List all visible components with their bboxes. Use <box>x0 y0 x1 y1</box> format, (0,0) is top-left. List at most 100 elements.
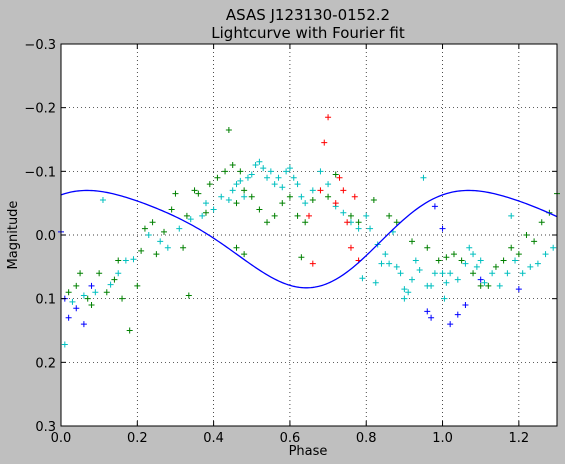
data-point <box>458 257 465 264</box>
x-tick-labels: 0.0 0.2 0.4 0.6 0.8 1.0 1.2 <box>51 431 530 446</box>
data-point <box>424 308 431 315</box>
data-point <box>420 174 427 181</box>
data-point <box>65 289 72 296</box>
data-point <box>73 305 80 312</box>
data-point <box>161 228 168 235</box>
data-point <box>294 212 301 219</box>
data-point <box>256 206 263 213</box>
data-point <box>267 168 274 175</box>
data-point <box>409 238 416 245</box>
data-point <box>210 206 217 213</box>
data-point <box>172 190 179 197</box>
y-axis-label: Magnitude <box>6 201 21 270</box>
data-point <box>206 181 213 188</box>
data-point <box>126 327 133 334</box>
data-point <box>424 244 431 251</box>
data-point <box>69 298 76 305</box>
data-point <box>439 225 446 232</box>
data-point <box>286 165 293 172</box>
data-point <box>401 286 408 293</box>
y-tick-label: −0.2 <box>24 102 56 117</box>
data-point <box>450 251 457 258</box>
data-point <box>149 219 156 226</box>
data-point <box>96 270 103 277</box>
data-point <box>233 244 240 251</box>
data-point <box>302 219 309 226</box>
data-point <box>508 244 515 251</box>
data-point <box>443 254 450 261</box>
y-tick-label: −0.1 <box>24 165 56 180</box>
data-point <box>462 260 469 267</box>
data-point <box>370 196 377 203</box>
y-tick-labels: −0.3 −0.2 −0.1 0.0 0.1 0.2 0.3 <box>24 38 56 435</box>
data-point <box>191 187 198 194</box>
data-point <box>515 286 522 293</box>
y-tick-label: 0.0 <box>35 229 56 244</box>
data-point <box>527 263 534 270</box>
data-point <box>347 244 354 251</box>
data-point <box>294 181 301 188</box>
data-point <box>325 114 332 121</box>
data-point <box>218 193 225 200</box>
x-tick-label: 0.0 <box>51 431 72 446</box>
data-point <box>61 341 68 348</box>
data-point <box>496 282 503 289</box>
data-point <box>77 270 84 277</box>
data-point <box>515 251 522 258</box>
data-point <box>325 193 332 200</box>
data-point <box>233 181 240 188</box>
data-point <box>222 168 229 175</box>
data-point <box>386 212 393 219</box>
data-point <box>431 270 438 277</box>
data-point <box>409 276 416 283</box>
data-point <box>248 193 255 200</box>
x-tick-label: 0.8 <box>356 431 377 446</box>
data-point <box>477 276 484 283</box>
data-point <box>252 161 259 168</box>
data-point <box>347 212 354 219</box>
data-point <box>225 196 232 203</box>
grid-lines <box>61 44 557 426</box>
data-point <box>477 257 484 264</box>
data-point <box>550 244 557 251</box>
data-point <box>302 200 309 207</box>
data-point <box>519 270 526 277</box>
data-point <box>214 174 221 181</box>
data-point <box>508 212 515 219</box>
data-point <box>332 200 339 207</box>
data-point <box>325 181 332 188</box>
data-point <box>309 196 316 203</box>
data-point <box>115 270 122 277</box>
data-point <box>237 168 244 175</box>
x-tick-label: 0.4 <box>203 431 224 446</box>
data-point <box>470 270 477 277</box>
y-tick-label: 0.2 <box>35 356 56 371</box>
data-point <box>447 270 454 277</box>
data-point <box>428 282 435 289</box>
x-axis-label: Phase <box>289 444 328 459</box>
data-point <box>157 238 164 245</box>
data-point <box>443 279 450 286</box>
data-point <box>283 168 290 175</box>
data-point <box>428 314 435 321</box>
data-point <box>340 187 347 194</box>
data-point <box>504 270 511 277</box>
data-point <box>372 279 379 286</box>
fourier-fit-layer <box>60 189 558 289</box>
data-point <box>80 321 87 328</box>
data-point <box>481 279 488 286</box>
data-point <box>187 216 194 223</box>
data-point <box>359 275 366 282</box>
data-point <box>130 256 137 263</box>
data-point <box>538 219 545 226</box>
data-point <box>111 276 118 283</box>
data-point <box>512 257 519 264</box>
data-point <box>336 174 343 181</box>
data-points <box>58 114 560 348</box>
data-point <box>317 168 324 175</box>
data-point <box>439 270 446 277</box>
data-point <box>107 281 114 288</box>
data-point <box>393 263 400 270</box>
data-point <box>542 251 549 258</box>
data-point <box>279 200 286 207</box>
